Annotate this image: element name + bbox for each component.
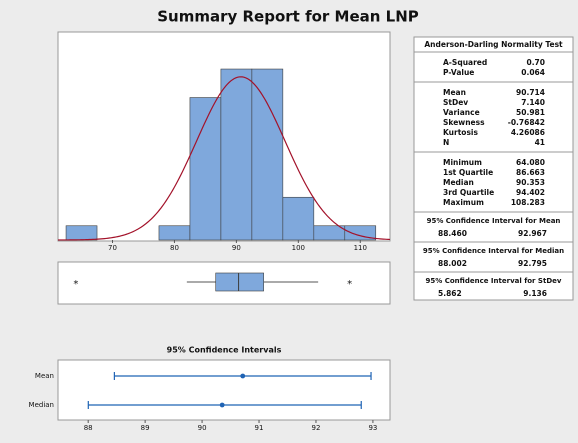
x-tick-label: 92 [312, 424, 321, 432]
stat-name: Kurtosis [443, 128, 478, 137]
x-tick-label: 93 [368, 424, 377, 432]
x-tick-label: 89 [141, 424, 150, 432]
interval-high: 9.136 [523, 289, 547, 298]
x-tick-label: 100 [292, 244, 305, 252]
interval-title: 95% Confidence Intervals [167, 346, 282, 355]
stat-value: 0.064 [521, 68, 545, 77]
outlier: * [73, 279, 78, 290]
stat-value: 0.70 [526, 58, 545, 67]
x-tick-label: 91 [255, 424, 264, 432]
histogram-bar [189, 97, 222, 241]
stat-value: 90.353 [516, 178, 545, 187]
estimate-dot [219, 402, 225, 408]
stat-value: 50.981 [516, 108, 545, 117]
box [215, 272, 264, 292]
stat-name: Minimum [443, 158, 482, 167]
outlier: * [347, 279, 352, 290]
stat-name: StDev [443, 98, 468, 107]
stat-value: 86.663 [516, 168, 545, 177]
interval-low: 5.862 [438, 289, 462, 298]
stat-name: Mean [443, 88, 466, 97]
category-label: Mean [35, 372, 54, 380]
stat-name: Median [443, 178, 474, 187]
stat-name: P-Value [443, 68, 474, 77]
stat-name: 1st Quartile [443, 168, 493, 177]
stat-value: 7.140 [521, 98, 545, 107]
histogram-bar [158, 225, 191, 241]
category-label: Median [29, 401, 54, 409]
histogram-bar [282, 196, 315, 241]
report-title: Summary Report for Mean LNP [157, 8, 419, 26]
histogram-bar [251, 68, 284, 241]
stat-value: 64.080 [516, 158, 545, 167]
interval-high: 92.795 [518, 259, 547, 268]
interval-low: 88.460 [438, 229, 467, 238]
stat-name: A-Squared [443, 58, 487, 67]
stat-value: 94.402 [516, 188, 545, 197]
stat-name: N [443, 138, 449, 147]
stat-name: Variance [443, 108, 480, 117]
histogram-bar [220, 68, 253, 241]
stat-value: 90.714 [516, 88, 545, 97]
interval-high: 92.967 [518, 229, 547, 238]
x-tick-label: 88 [84, 424, 93, 432]
histogram-bar [313, 225, 346, 241]
interval-heading: 95% Confidence Interval for Mean [427, 217, 561, 225]
stats-panel [413, 36, 574, 301]
interval-heading: 95% Confidence Interval for StDev [426, 277, 562, 285]
interval-low: 88.002 [438, 259, 467, 268]
x-tick-label: 110 [354, 244, 367, 252]
stat-value: -0.76842 [508, 118, 545, 127]
normal-fit-curve [57, 76, 391, 241]
interval-heading: 95% Confidence Interval for Median [423, 247, 564, 255]
stat-name: 3rd Quartile [443, 188, 494, 197]
interval-panel [57, 359, 391, 421]
x-tick-label: 90 [232, 244, 241, 252]
stat-name: Maximum [443, 198, 484, 207]
stat-value: 4.26086 [511, 128, 545, 137]
stat-value: 108.283 [511, 198, 545, 207]
x-tick-label: 80 [170, 244, 179, 252]
histogram-bar [65, 225, 98, 241]
stat-name: Skewness [443, 118, 485, 127]
normality-title: Anderson-Darling Normality Test [424, 40, 563, 49]
x-tick-label: 90 [198, 424, 207, 432]
x-tick-label: 70 [108, 244, 117, 252]
stat-value: 41 [535, 138, 545, 147]
estimate-dot [240, 373, 246, 379]
